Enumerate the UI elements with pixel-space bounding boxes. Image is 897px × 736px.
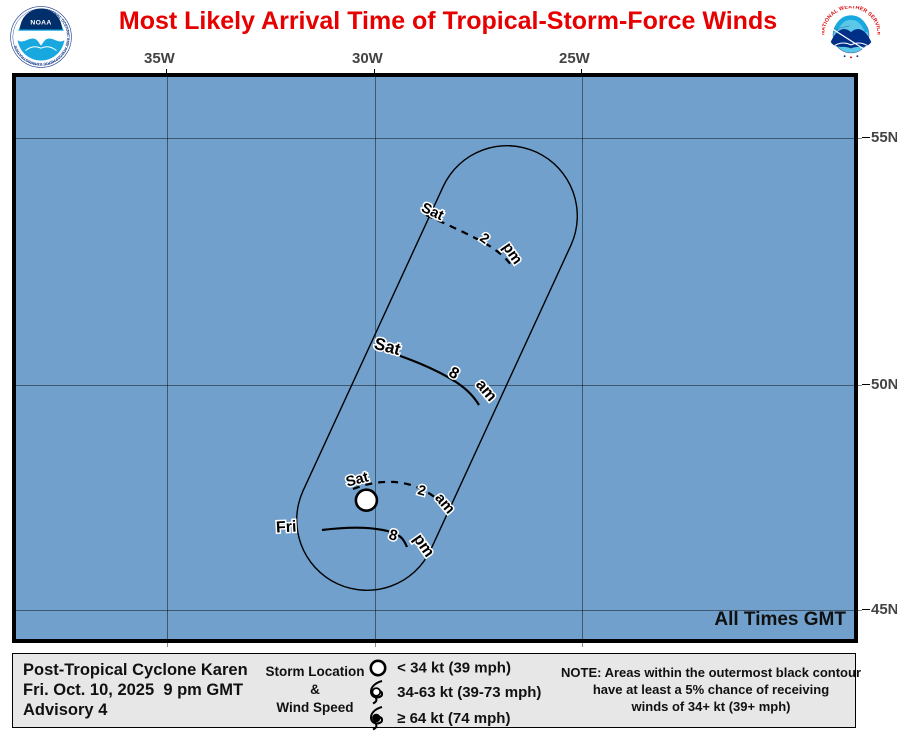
svg-text:NOAA: NOAA bbox=[30, 20, 51, 27]
